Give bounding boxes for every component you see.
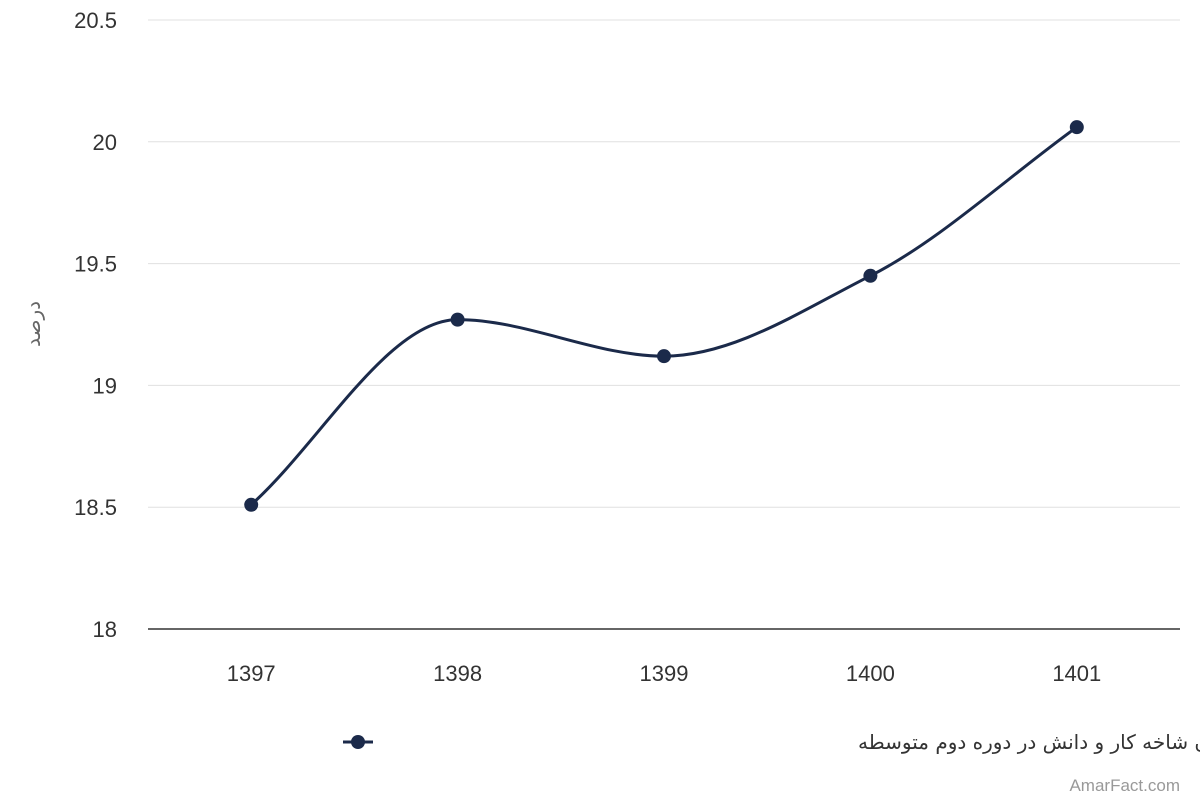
y-tick-label: 20.5 [74, 8, 117, 33]
y-axis-label: درصد [21, 301, 45, 347]
y-axis-ticks: 18 18.5 19 19.5 20 20.5 [74, 8, 117, 642]
legend-label: سهم دانش‌آموزان شاخه کار و دانش در دوره … [858, 729, 1200, 754]
x-tick-label: 1397 [227, 661, 276, 686]
data-point[interactable] [1069, 120, 1084, 135]
data-point[interactable] [450, 312, 465, 327]
data-point[interactable] [244, 497, 259, 512]
y-tick-label: 19.5 [74, 252, 117, 277]
gridlines [148, 19, 1180, 508]
data-point[interactable] [657, 349, 671, 364]
y-tick-label: 18 [93, 617, 117, 642]
x-tick-label: 1401 [1052, 661, 1101, 686]
x-tick-label: 1399 [640, 661, 689, 686]
y-tick-label: 20 [93, 130, 117, 155]
x-tick-label: 1400 [846, 661, 895, 686]
y-tick-label: 18.5 [74, 495, 117, 520]
legend[interactable]: سهم دانش‌آموزان شاخه کار و دانش در دوره … [343, 729, 1200, 754]
x-axis-ticks: 1397 1398 1399 1400 1401 [227, 661, 1102, 686]
credit-text[interactable]: AmarFact.com [1069, 776, 1180, 795]
legend-marker [351, 735, 365, 749]
data-point[interactable] [863, 268, 878, 283]
series-line [249, 125, 1079, 507]
series-group [244, 120, 1084, 512]
y-tick-label: 19 [93, 373, 117, 398]
x-tick-label: 1398 [433, 661, 482, 686]
